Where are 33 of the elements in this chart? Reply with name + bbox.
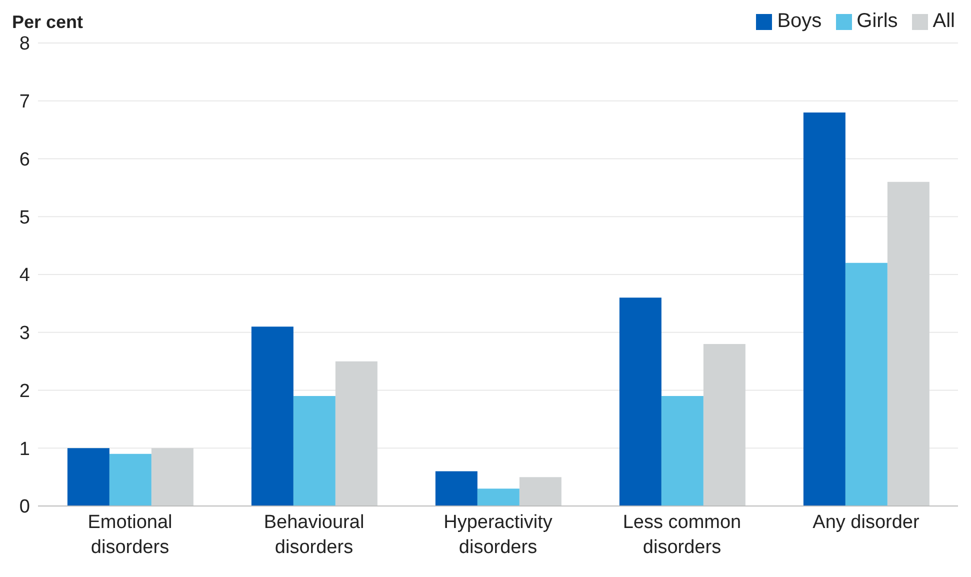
x-tick-label: Behavioural disorders xyxy=(264,512,364,558)
bar xyxy=(619,298,662,506)
bar xyxy=(703,344,746,506)
y-tick-label: 6 xyxy=(19,149,30,170)
x-tick-label: Less common disorders xyxy=(622,512,742,558)
legend-label: All xyxy=(932,10,955,33)
legend-label: Boys xyxy=(777,10,822,33)
y-tick-label: 4 xyxy=(19,265,30,286)
bar xyxy=(67,448,110,506)
y-tick-label: 2 xyxy=(19,380,30,402)
bar xyxy=(887,182,930,506)
y-tick-label: 3 xyxy=(19,323,30,344)
bar xyxy=(435,471,478,506)
bar xyxy=(251,326,294,506)
y-tick-label: 8 xyxy=(19,34,30,55)
bar xyxy=(151,448,194,506)
y-tick-label: 7 xyxy=(19,92,30,113)
x-tick-label: Hyperactivity disorders xyxy=(444,512,553,558)
y-axis-title: Per cent xyxy=(12,12,84,33)
x-tick-label: Any disorder xyxy=(812,512,920,533)
bar xyxy=(477,488,520,506)
bar xyxy=(519,477,562,506)
bar xyxy=(109,454,152,506)
bar xyxy=(845,262,888,506)
x-tick-label: Emotional disorders xyxy=(88,512,172,558)
legend-label: Girls xyxy=(856,10,898,33)
bar xyxy=(335,361,378,506)
y-tick-label: 5 xyxy=(19,207,30,228)
bar xyxy=(803,112,846,506)
y-tick-label: 0 xyxy=(19,496,30,518)
bar xyxy=(661,396,704,506)
y-tick-label: 1 xyxy=(19,438,30,460)
bar xyxy=(293,396,336,506)
